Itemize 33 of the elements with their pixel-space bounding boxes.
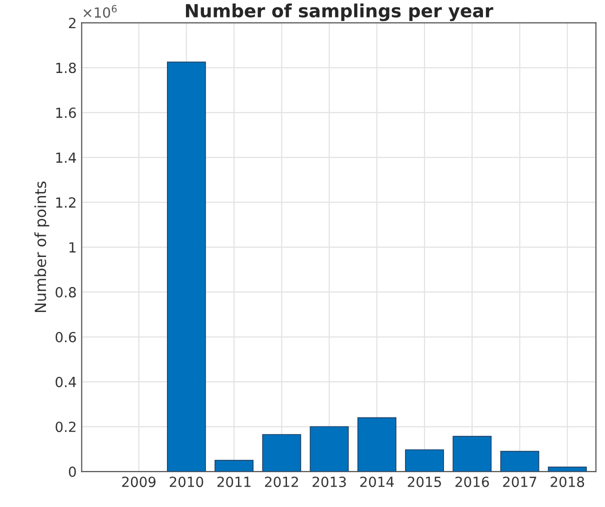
x-tick-label: 2013 xyxy=(312,476,346,488)
bar xyxy=(452,436,492,472)
x-tick-label: 2014 xyxy=(360,476,394,488)
y-axis-title: Number of points xyxy=(34,182,50,312)
x-tick-label: 2011 xyxy=(217,476,250,488)
x-tick-label: 2016 xyxy=(455,476,489,488)
bar xyxy=(357,417,396,472)
x-tick-label: 2017 xyxy=(503,476,536,488)
bar xyxy=(500,450,540,472)
bar xyxy=(214,460,254,472)
y-tick-label: 1.8 xyxy=(56,62,76,74)
bar xyxy=(548,466,587,472)
y-tick-label: 1.4 xyxy=(56,152,76,163)
y-tick-label: 1 xyxy=(70,242,76,252)
bar xyxy=(262,434,302,472)
text: ×10$^{6}$ xyxy=(84,5,117,18)
y-tick-label: 1.6 xyxy=(56,108,76,118)
y-tick-label: 1.2 xyxy=(56,197,76,208)
x-tick-label: 2015 xyxy=(408,476,441,488)
y-tick-label: 2 xyxy=(68,18,76,28)
y-tick-label: 0.4 xyxy=(56,376,76,388)
x-tick-label: 2018 xyxy=(550,476,584,488)
x-tick-label: 2009 xyxy=(122,476,156,488)
y-tick-label: 0 xyxy=(68,466,76,477)
y-tick-label: 0.2 xyxy=(56,422,76,432)
chart-title: Number of samplings per year xyxy=(186,4,494,22)
y-tick-label: 0.6 xyxy=(56,332,76,342)
y-tick-label: 0.8 xyxy=(56,287,76,298)
bar xyxy=(405,449,444,472)
x-tick-label: 2010 xyxy=(170,476,204,488)
bar xyxy=(310,426,349,472)
x-tick-label: 2012 xyxy=(265,476,298,488)
bar xyxy=(166,62,206,472)
